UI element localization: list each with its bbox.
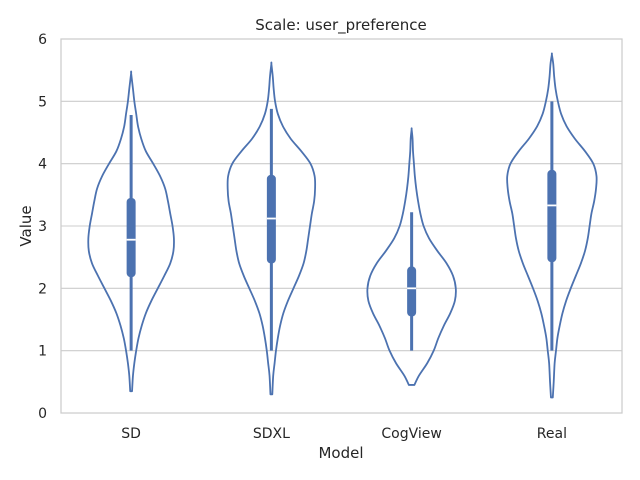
y-tick-label: 0 — [38, 406, 47, 422]
chart-title: Scale: user_preference — [255, 16, 427, 35]
x-tick-label: Real — [537, 426, 567, 442]
iqr-box-sd — [126, 197, 136, 278]
y-tick-label: 6 — [38, 32, 47, 48]
y-tick-label: 1 — [38, 344, 47, 360]
x-tick-label: SD — [121, 426, 141, 442]
violin-sdxl — [226, 61, 317, 396]
iqr-box-cogview — [407, 266, 417, 317]
y-tick-labels: 0 1 2 3 4 5 6 — [38, 32, 47, 422]
plot-frame — [60, 38, 623, 414]
violin-cogview — [366, 127, 457, 386]
violin-sd — [87, 70, 175, 393]
x-axis-label: Model — [318, 444, 363, 462]
y-tick-label: 2 — [38, 281, 47, 297]
x-tick-label: SDXL — [253, 426, 290, 442]
y-tick-label: 4 — [38, 157, 47, 173]
y-tick-label: 3 — [38, 219, 47, 235]
y-axis-label: Value — [17, 205, 35, 246]
violin-real — [506, 52, 598, 399]
x-tick-label: CogView — [381, 426, 441, 442]
violins — [87, 52, 598, 399]
iqr-box-real — [547, 169, 557, 263]
y-tick-label: 5 — [38, 94, 47, 110]
x-tick-labels: SD SDXL CogView Real — [121, 426, 567, 442]
